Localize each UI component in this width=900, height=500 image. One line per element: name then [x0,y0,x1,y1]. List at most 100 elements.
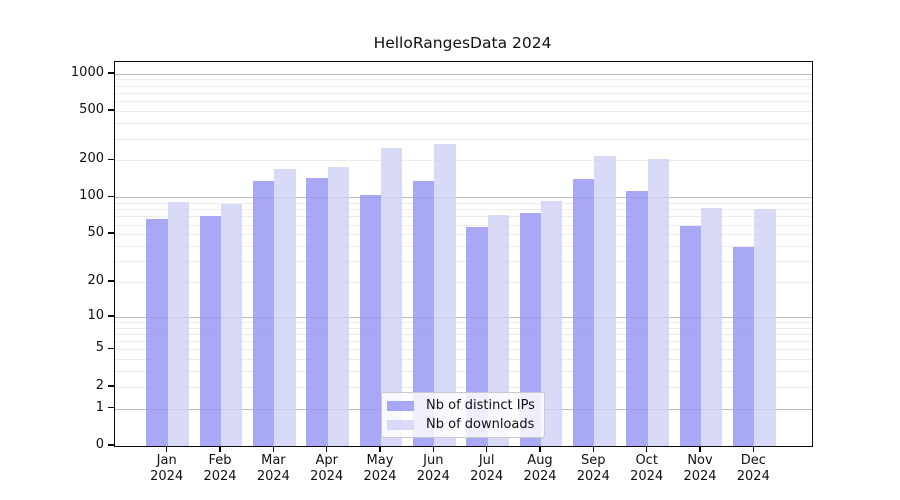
y-tick-mark [108,280,114,282]
gridline-minor [115,216,812,218]
bar-ips-aug [519,212,541,446]
x-tick-label: Aug 2024 [523,453,557,484]
gridline-minor [115,209,812,211]
gridline-minor [115,321,812,323]
x-tick-mark [592,446,595,452]
bar-ips-mar [253,180,275,446]
legend-swatch-downloads [387,419,414,430]
gridline-minor [115,261,812,262]
bar-ips-jan [146,218,168,446]
gridline-minor [115,111,812,112]
bar-ips-jun [413,180,435,446]
x-tick-mark [645,446,648,452]
x-tick-mark [485,446,488,452]
gridline-minor [115,160,812,162]
y-tick-label: 1000 [70,64,104,80]
x-tick-label: Jan 2024 [150,453,184,484]
gridline-minor [115,234,812,236]
y-tick-mark [108,232,114,234]
x-tick-label: Apr 2024 [310,453,344,484]
x-tick-mark [165,446,168,452]
x-tick-mark [539,446,541,452]
legend-label-distinct-ips: Nb of distinct IPs [426,398,535,413]
y-tick-mark [108,406,114,409]
legend-entry-distinct-ips: Nb of distinct IPs [387,398,535,413]
x-tick-label: Sep 2024 [576,453,610,484]
y-tick-label: 1 [95,399,104,415]
y-tick-label: 5 [95,340,104,356]
bar-downloads-mar [274,168,296,446]
bar-downloads-jan [167,202,189,446]
y-tick-mark [108,347,114,350]
x-tick-label: Jun 2024 [416,453,450,484]
y-tick-label: 100 [79,188,104,204]
y-tick-mark [108,385,114,387]
bar-downloads-oct [647,158,669,446]
chart-title: HelloRangesData 2024 [373,34,552,52]
gridline-minor [115,386,812,388]
bar-downloads-nov [701,207,723,446]
gridline-minor [115,245,812,247]
bar-downloads-may [381,147,403,446]
gridline-major [115,316,812,318]
bar-downloads-apr [327,167,349,446]
gridline-minor [115,79,812,81]
x-tick-label: Dec 2024 [736,453,770,484]
x-tick-label: Oct 2024 [630,453,664,484]
y-tick-label: 10 [87,307,104,323]
y-tick-mark [108,315,114,317]
y-tick-mark [108,195,114,198]
gridline-minor [115,224,812,226]
x-tick-label: Feb 2024 [203,453,237,484]
bar-ips-oct [626,190,648,446]
x-tick-label: May 2024 [363,453,397,484]
bar-ips-apr [306,178,328,446]
x-tick-label: Nov 2024 [683,453,717,484]
bar-downloads-jun [434,143,456,446]
x-tick-mark [219,446,221,452]
gridline-major [115,73,812,75]
legend-entry-downloads: Nb of downloads [387,417,535,432]
x-tick-mark [379,446,381,452]
x-tick-mark [432,446,435,452]
x-tick-mark [699,446,701,452]
bar-downloads-jul [487,214,509,446]
x-tick-mark [752,446,755,452]
legend-label-downloads: Nb of downloads [426,417,535,432]
gridline-minor [115,359,812,361]
bar-ips-sep [573,178,595,446]
y-tick-mark [108,109,114,111]
plot-area [114,61,813,447]
bar-downloads-aug [541,201,563,446]
legend-swatch-distinct-ips [387,400,414,411]
gridline-minor [115,85,812,87]
bar-downloads-feb [221,204,243,446]
gridline-minor [115,333,812,335]
gridline-minor [115,281,812,283]
y-tick-mark [108,158,114,160]
gridline-minor [115,349,812,351]
bar-ips-may [359,194,381,446]
y-tick-mark [108,72,114,74]
x-tick-label: Jul 2024 [470,453,504,484]
y-tick-mark [108,444,114,446]
y-tick-label: 200 [79,151,104,167]
legend: Nb of distinct IPs Nb of downloads [381,392,545,438]
x-tick-mark [272,446,275,452]
bar-ips-nov [679,226,701,446]
gridline-minor [115,341,812,343]
gridline-minor [115,327,812,329]
gridline-minor [115,123,812,124]
x-tick-label: Mar 2024 [256,453,290,484]
x-tick-mark [325,446,328,452]
bar-downloads-sep [594,155,616,446]
y-tick-label: 50 [87,225,104,241]
gridline-minor [115,92,812,94]
bar-ips-feb [199,215,221,446]
gridline-minor [115,138,812,140]
y-tick-label: 0 [95,437,104,452]
bar-ips-jul [466,227,488,446]
y-tick-label: 20 [87,272,104,288]
bar-ips-dec [733,247,755,446]
